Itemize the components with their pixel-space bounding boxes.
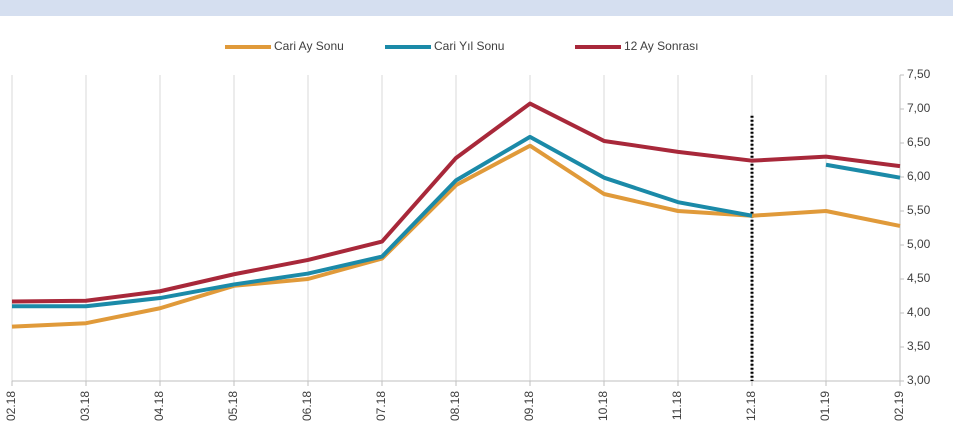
- legend-label: 12 Ay Sonrası: [624, 39, 699, 53]
- x-tick-label: 03.18: [78, 391, 92, 421]
- x-tick-label: 08.18: [448, 391, 462, 421]
- x-tick-label: 04.18: [152, 391, 166, 421]
- y-tick-label: 3,50: [907, 339, 931, 353]
- y-tick-label: 4,00: [907, 305, 931, 319]
- x-tick-label: 06.18: [300, 391, 314, 421]
- x-tick-label: 01.19: [818, 391, 832, 421]
- x-tick-label: 10.18: [596, 391, 610, 421]
- line: [825, 162, 901, 180]
- y-tick-label: 5,50: [907, 203, 931, 217]
- x-tick-label: 07.18: [374, 391, 388, 421]
- y-tick-label: 5,00: [907, 237, 931, 251]
- x-tick-label: 09.18: [522, 391, 536, 421]
- x-tick-label: 11.18: [670, 391, 684, 420]
- top-band: [0, 0, 953, 16]
- y-tick-label: 6,50: [907, 135, 931, 149]
- y-tick-label: 4,50: [907, 271, 931, 285]
- line: [12, 134, 753, 309]
- legend-label: Cari Yıl Sonu: [434, 39, 504, 53]
- x-tick-label: 02.18: [4, 391, 18, 421]
- x-tick-label: 12.18: [744, 391, 758, 421]
- legend-label: Cari Ay Sonu: [274, 39, 344, 53]
- y-tick-label: 7,50: [907, 67, 931, 81]
- y-tick-label: 6,00: [907, 169, 931, 183]
- y-tick-label: 7,00: [907, 101, 931, 115]
- y-tick-label: 3,00: [907, 373, 931, 387]
- x-tick-label: 05.18: [226, 391, 240, 421]
- x-tick-label: 02.19: [892, 391, 906, 421]
- line: [11, 101, 901, 304]
